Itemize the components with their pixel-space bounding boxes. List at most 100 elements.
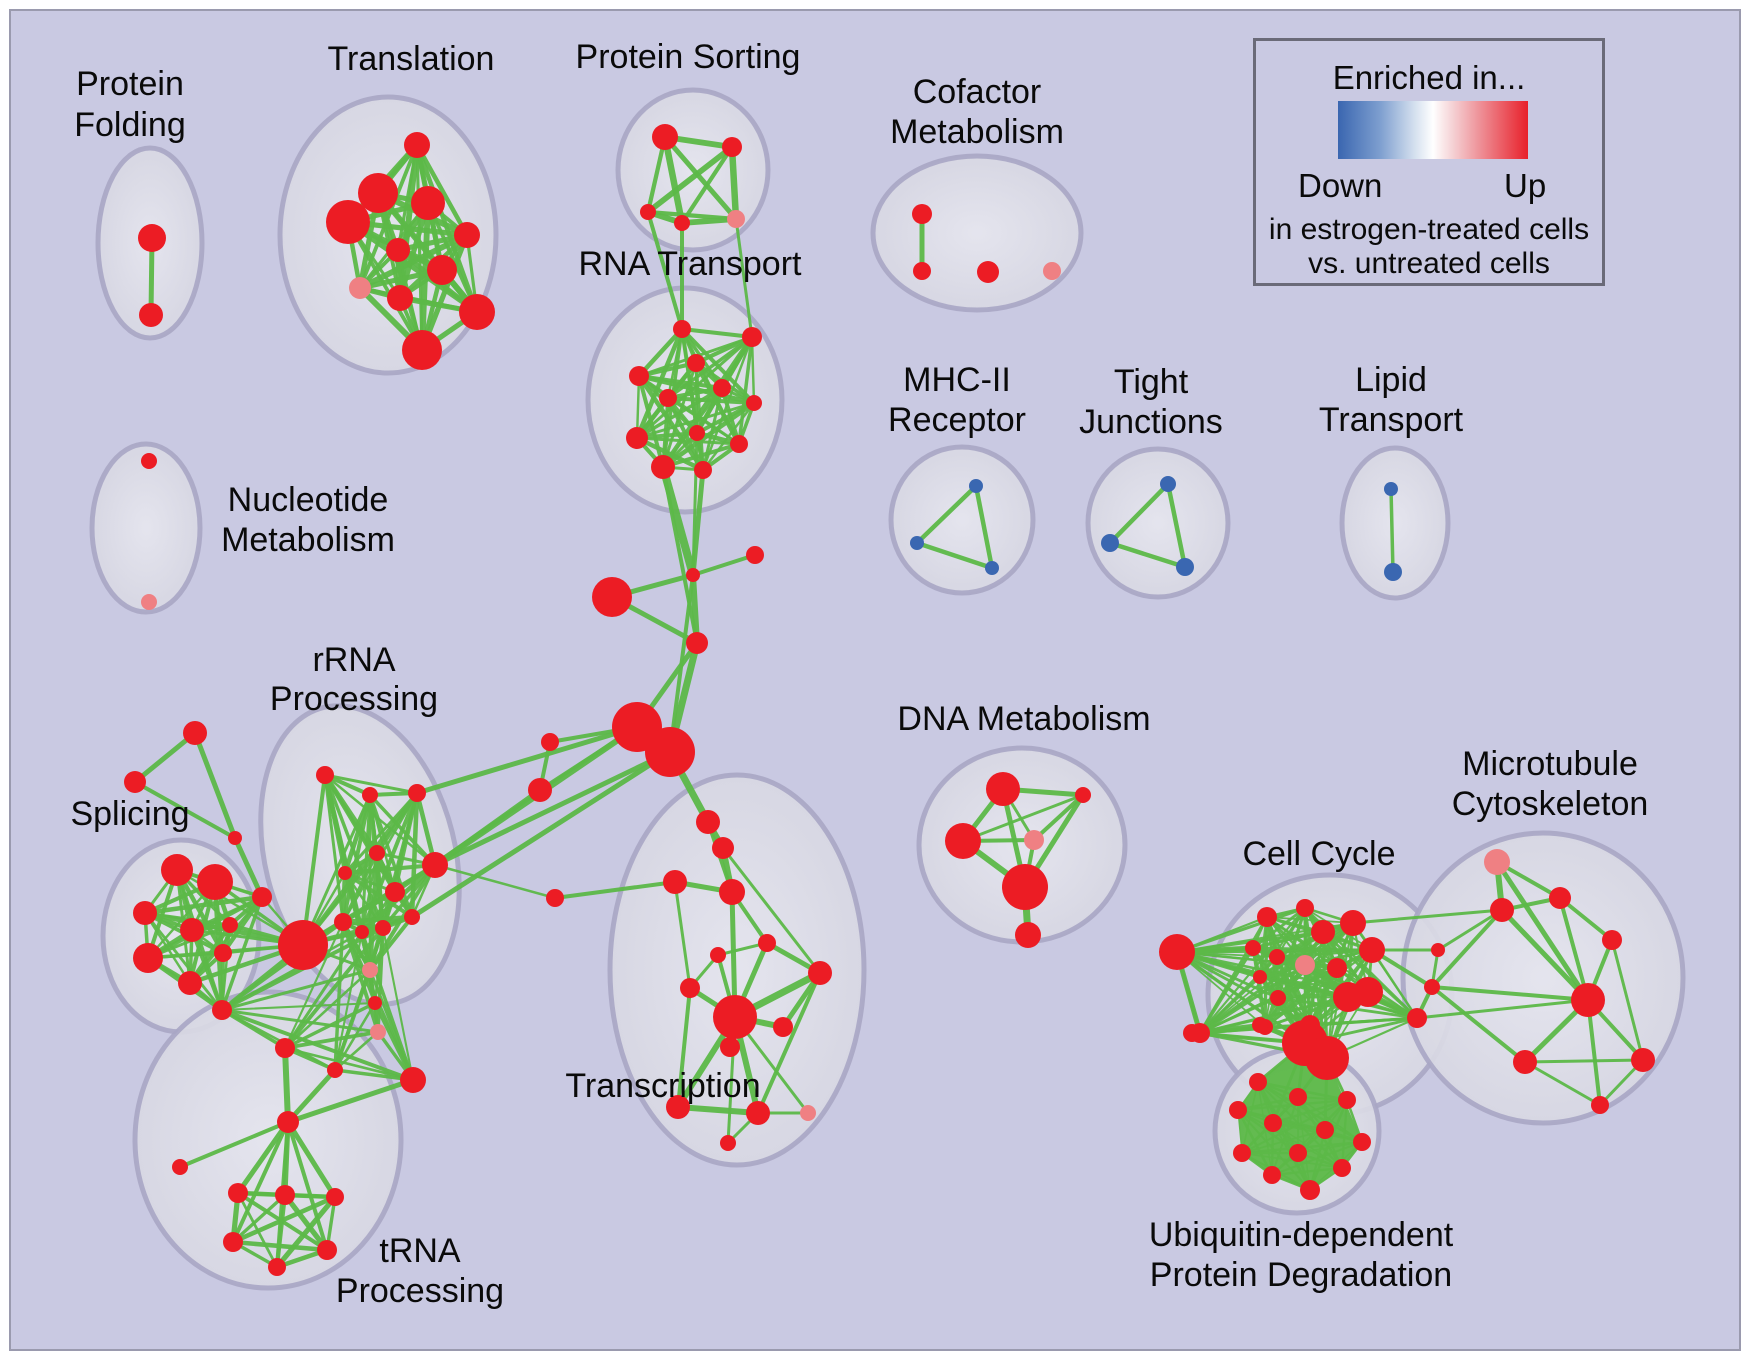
cluster-label-rrna-processing: rRNA (312, 641, 395, 679)
gene-set-node (1327, 958, 1347, 978)
network-edge (1370, 948, 1419, 1020)
gene-set-node (730, 435, 748, 453)
gene-set-node (386, 238, 410, 262)
network-edge (1198, 975, 1262, 1035)
gene-set-node (651, 455, 675, 479)
network-edge (914, 483, 979, 546)
gene-set-node (387, 285, 413, 311)
network-edge (333, 930, 364, 1072)
cluster-label-mhc-ii-receptor: Receptor (888, 401, 1026, 439)
gene-set-node (666, 1095, 690, 1119)
network-edge (675, 1104, 761, 1116)
gene-set-node (720, 1135, 736, 1151)
gene-set-node (133, 943, 163, 973)
gene-set-node (1159, 934, 1195, 970)
network-edge (142, 894, 265, 916)
network-edge (285, 1119, 338, 1200)
network-edge (283, 968, 372, 1050)
gene-set-node (722, 137, 742, 157)
cluster-label-protein-folding: Folding (74, 106, 186, 144)
gene-set-node (680, 978, 700, 998)
gene-set-node (277, 1111, 299, 1133)
gene-set-node (742, 327, 762, 347)
gene-set-node (659, 389, 677, 407)
gene-set-node (640, 204, 656, 220)
gene-set-node (1316, 1121, 1334, 1139)
gene-set-node (1333, 1159, 1351, 1177)
network-edge (1270, 1166, 1344, 1177)
gene-set-node (1233, 1144, 1251, 1162)
network-edge (1263, 966, 1339, 1029)
legend-caption-line1: in estrogen-treated cells (1268, 213, 1590, 246)
gene-set-node (1253, 970, 1267, 984)
cluster-label-ubiquitin-dependent-protein-degradation: Protein Degradation (1150, 1256, 1452, 1294)
gene-set-node (138, 224, 166, 252)
network-edge (1236, 1108, 1274, 1177)
gene-set-node (404, 132, 430, 158)
network-edge (414, 142, 470, 238)
network-edge (1276, 966, 1339, 1000)
network-edge (232, 835, 265, 900)
network-edge (373, 1001, 415, 1082)
gene-set-node (459, 294, 495, 330)
network-edge (661, 465, 699, 645)
network-edge (1032, 793, 1085, 842)
network-edge (283, 1030, 380, 1050)
gene-set-node (402, 330, 442, 370)
cluster-label-trna-processing: Processing (336, 1272, 504, 1310)
gene-set-node (338, 866, 352, 880)
network-edge (341, 851, 379, 924)
cluster-label-tight-junctions: Tight (1114, 363, 1189, 401)
network-edge (1263, 921, 1355, 1029)
network-edge (1523, 1058, 1645, 1064)
gene-set-node (746, 1101, 770, 1125)
network-edge (283, 930, 364, 1050)
network-edge (1271, 1099, 1348, 1176)
network-edge (432, 749, 673, 868)
cluster-bubble-lipid-transport (1339, 445, 1451, 601)
gene-set-node (1264, 1114, 1282, 1132)
gene-set-node (316, 766, 334, 784)
network-edge (646, 210, 684, 331)
gene-set-node (674, 215, 690, 231)
network-edge (367, 914, 415, 973)
gene-set-node (727, 210, 745, 228)
network-edge (1271, 1098, 1349, 1125)
network-edge (145, 894, 265, 961)
gene-set-node (1384, 563, 1402, 581)
network-edge (1198, 906, 1307, 1035)
gene-set-node (326, 200, 370, 244)
gene-set-node (1295, 955, 1315, 975)
gene-set-node (986, 772, 1020, 806)
gene-set-node (1311, 920, 1335, 944)
gene-set-node (197, 864, 233, 900)
cluster-label-mhc-ii-receptor: MHC-II (903, 361, 1011, 399)
gene-set-node (663, 870, 687, 894)
network-edge (285, 1077, 416, 1125)
gene-set-node (180, 918, 204, 942)
cluster-label-microtubule-cytoskeleton: Cytoskeleton (1452, 785, 1649, 823)
network-edge (1176, 951, 1266, 1028)
network-edge (1251, 906, 1307, 950)
network-edge (690, 572, 700, 646)
gene-set-node (1631, 1048, 1655, 1072)
gene-set-node (910, 536, 924, 550)
gene-set-node (1424, 979, 1440, 995)
network-edge (282, 1045, 291, 1125)
network-edge (414, 724, 640, 796)
network-edge (343, 791, 419, 875)
gene-set-node (223, 1232, 243, 1252)
network-edge (231, 1120, 290, 1244)
network-edge (634, 326, 685, 441)
network-edge (340, 889, 398, 925)
gene-set-node (1015, 922, 1041, 948)
network-edge (1340, 1098, 1349, 1170)
gene-set-node (133, 901, 157, 925)
network-edge (1107, 540, 1188, 570)
network-edge (300, 772, 328, 948)
network-edge (676, 986, 692, 1109)
network-edge (283, 920, 345, 1050)
network-edge (283, 1046, 415, 1082)
cluster-label-tight-junctions: Junctions (1079, 403, 1223, 441)
